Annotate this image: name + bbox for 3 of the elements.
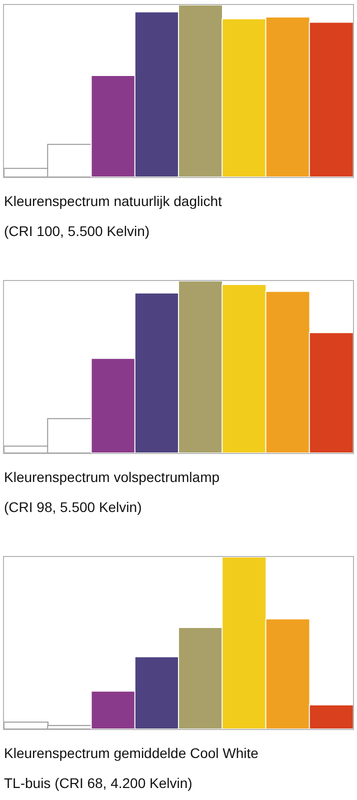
text: Kleurenspectrum natuurlijk daglicht (CRI 100, 5.500 Kelvin)	[4, 192, 223, 241]
text: Kleurenspectrum gemiddelde Cool White TL-buis (CRI 68, 4.200 Kelvin)	[4, 744, 260, 793]
text: Kleurenspectrum volspectrumlamp (CRI 98, 5.500 Kelvin)	[4, 468, 221, 517]
